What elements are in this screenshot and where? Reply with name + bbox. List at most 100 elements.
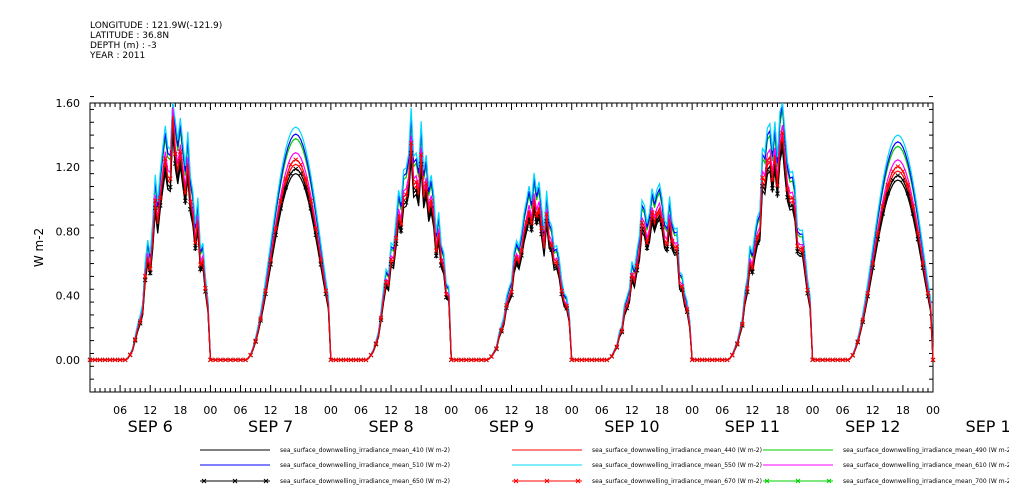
series-group bbox=[87, 102, 936, 363]
data-point-marker bbox=[795, 243, 800, 249]
data-point-marker bbox=[835, 357, 841, 363]
data-point-marker bbox=[795, 249, 800, 254]
x-day-label: SEP 6 bbox=[128, 417, 173, 436]
data-point-marker bbox=[579, 357, 585, 363]
data-point-marker bbox=[87, 357, 93, 363]
data-point-marker bbox=[152, 198, 158, 203]
data-point-marker bbox=[679, 284, 685, 289]
x-hour-label: 18 bbox=[775, 404, 789, 417]
x-hour-label: 18 bbox=[655, 404, 669, 417]
data-point-marker bbox=[182, 198, 188, 204]
series-line bbox=[90, 127, 934, 361]
series-line bbox=[90, 121, 934, 361]
data-point-marker bbox=[825, 357, 830, 363]
data-point-marker bbox=[499, 327, 504, 333]
series-line bbox=[90, 102, 934, 361]
data-point-marker bbox=[479, 357, 484, 363]
data-point-marker bbox=[544, 211, 549, 217]
data-point-marker bbox=[840, 357, 846, 363]
data-point-marker bbox=[599, 357, 605, 363]
data-point-marker bbox=[875, 231, 881, 236]
data-point-marker bbox=[137, 319, 143, 324]
data-point-marker bbox=[930, 357, 936, 363]
data-point-marker bbox=[348, 357, 354, 363]
data-point-marker bbox=[142, 273, 148, 279]
year-label: YEAR : 2011 bbox=[90, 51, 146, 61]
data-point-marker bbox=[900, 177, 906, 183]
data-point-marker bbox=[709, 357, 715, 363]
data-point-marker bbox=[177, 149, 183, 155]
data-point-marker bbox=[529, 227, 534, 232]
data-point-marker bbox=[850, 352, 856, 358]
data-point-marker bbox=[734, 341, 740, 346]
data-point-marker bbox=[719, 357, 725, 363]
data-point-marker bbox=[253, 338, 258, 344]
data-point-marker bbox=[474, 357, 479, 363]
legend-label: sea_surface_downwelling_irradiance_mean_… bbox=[592, 462, 762, 469]
data-point-marker bbox=[900, 168, 906, 174]
data-point-marker bbox=[443, 291, 449, 297]
data-point-marker bbox=[288, 171, 294, 177]
x-hour-label: 06 bbox=[836, 404, 850, 417]
data-point-marker bbox=[905, 182, 911, 188]
data-point-marker bbox=[519, 248, 524, 253]
data-point-marker bbox=[750, 269, 755, 275]
data-point-marker bbox=[162, 156, 168, 161]
data-point-marker bbox=[193, 245, 198, 251]
data-point-marker bbox=[318, 257, 324, 263]
data-point-marker bbox=[534, 219, 539, 225]
data-point-marker bbox=[684, 307, 690, 312]
data-point-marker bbox=[619, 328, 625, 334]
data-point-marker bbox=[323, 288, 329, 294]
legend-label: sea_surface_downwelling_irradiance_mean_… bbox=[280, 447, 450, 454]
data-point-marker bbox=[172, 151, 178, 157]
data-point-marker bbox=[760, 175, 765, 180]
x-hour-label: 12 bbox=[625, 404, 639, 417]
legend-entry: sea_surface_downwelling_irradiance_mean_… bbox=[512, 478, 762, 485]
data-point-marker bbox=[890, 177, 896, 183]
y-tick-label: 0.40 bbox=[56, 290, 81, 303]
data-point-marker bbox=[203, 285, 208, 291]
data-point-marker bbox=[775, 191, 780, 196]
data-point-marker bbox=[704, 357, 710, 363]
data-point-marker bbox=[188, 199, 193, 205]
x-hour-label: 06 bbox=[113, 404, 127, 417]
data-point-marker bbox=[353, 357, 359, 363]
data-point-marker bbox=[453, 357, 459, 363]
data-point-marker bbox=[770, 185, 775, 191]
series-line bbox=[90, 102, 934, 361]
data-point-marker bbox=[915, 231, 921, 236]
legend-marker bbox=[826, 478, 832, 484]
data-point-marker bbox=[167, 184, 173, 190]
dataset-header: LONGITUDE : 121.9W(-121.9) LATITUDE : 36… bbox=[90, 21, 222, 61]
data-point-marker bbox=[448, 357, 454, 363]
x-day-label: SEP 13 bbox=[966, 417, 1009, 436]
data-point-marker bbox=[398, 221, 404, 227]
data-point-marker bbox=[248, 352, 253, 358]
series-1 bbox=[90, 121, 934, 361]
x-hour-label: 00 bbox=[926, 404, 940, 417]
data-point-marker bbox=[810, 357, 815, 363]
data-point-marker bbox=[614, 344, 620, 350]
x-day-label: SEP 10 bbox=[604, 417, 659, 436]
data-point-marker bbox=[895, 164, 901, 169]
data-point-marker bbox=[102, 357, 108, 363]
legend-label: sea_surface_downwelling_irradiance_mean_… bbox=[280, 462, 450, 469]
legend-entry: sea_surface_downwelling_irradiance_mean_… bbox=[200, 462, 450, 469]
y-tick-label: 1.60 bbox=[56, 97, 81, 110]
data-point-marker bbox=[890, 168, 896, 174]
data-point-marker bbox=[569, 357, 575, 363]
data-point-marker bbox=[514, 254, 519, 260]
data-point-marker bbox=[564, 303, 570, 309]
data-point-marker bbox=[910, 204, 916, 209]
latitude-label: LATITUDE : 36.8N bbox=[90, 31, 170, 41]
data-point-marker bbox=[198, 266, 203, 272]
data-point-marker bbox=[790, 195, 795, 201]
data-point-marker bbox=[664, 241, 670, 246]
data-point-marker bbox=[273, 226, 279, 232]
data-point-marker bbox=[765, 158, 770, 163]
data-point-marker bbox=[664, 246, 670, 252]
data-point-marker bbox=[403, 200, 409, 205]
data-point-marker bbox=[433, 248, 439, 253]
data-point-marker bbox=[338, 357, 344, 363]
